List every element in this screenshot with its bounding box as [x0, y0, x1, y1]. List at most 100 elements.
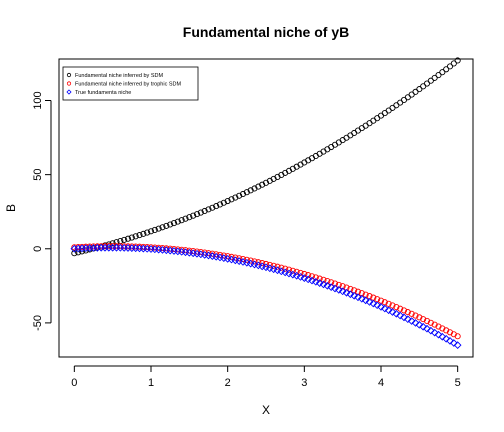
data-point [132, 233, 139, 240]
data-point [407, 317, 416, 325]
data-point [315, 279, 324, 287]
data-point [357, 294, 366, 303]
data-point [292, 271, 301, 280]
data-point [109, 240, 116, 247]
data-point [121, 236, 128, 243]
y-tick-label: 50 [32, 169, 44, 181]
data-point [197, 209, 204, 216]
data-point [347, 132, 354, 139]
data-point [293, 268, 300, 275]
data-point [442, 334, 451, 343]
data-point [434, 330, 443, 339]
x-tick-label: 1 [148, 377, 154, 389]
data-point [454, 333, 461, 340]
x-axis-label: X [262, 403, 270, 417]
data-point [454, 57, 461, 64]
data-point [285, 269, 293, 278]
data-point [342, 288, 351, 297]
data-point [167, 221, 174, 228]
data-point [426, 326, 435, 335]
x-tick-label: 0 [71, 377, 77, 389]
data-point [151, 226, 158, 234]
data-point [297, 269, 304, 276]
data-point [124, 235, 132, 242]
data-point [354, 293, 362, 302]
y-axis-label: B [4, 204, 18, 212]
data-point [247, 187, 254, 194]
data-point [296, 273, 305, 281]
data-point [438, 332, 447, 341]
legend-marker [66, 72, 72, 78]
data-point [324, 277, 331, 285]
data-point [415, 320, 424, 329]
legend-marker [66, 89, 72, 95]
series-2 [70, 243, 462, 349]
data-point [403, 315, 412, 324]
data-point [304, 275, 313, 284]
data-point [427, 77, 434, 84]
data-point [201, 207, 208, 215]
data-point [251, 185, 258, 192]
data-point [236, 192, 243, 199]
y-tick-label: 0 [32, 246, 44, 252]
data-point [319, 280, 328, 289]
data-point [78, 248, 86, 255]
data-point [346, 290, 355, 299]
data-point [220, 199, 227, 206]
data-point [243, 189, 250, 196]
data-point [205, 206, 212, 213]
data-point [393, 304, 400, 311]
data-point [190, 212, 197, 219]
series-1 [71, 243, 461, 340]
data-point [450, 60, 457, 67]
data-point [209, 204, 216, 211]
data-point [343, 134, 350, 141]
data-point [159, 224, 166, 231]
data-point [354, 127, 362, 134]
data-point [71, 244, 78, 251]
y-tick-label: -50 [32, 315, 44, 331]
data-point [400, 313, 408, 322]
data-point [144, 229, 151, 236]
data-point [70, 244, 79, 253]
x-tick-label: 2 [225, 377, 231, 389]
data-point [136, 232, 143, 239]
data-point [439, 69, 446, 76]
x-tick-label: 4 [378, 377, 384, 389]
data-point [328, 279, 335, 286]
data-point [316, 275, 323, 282]
data-point [396, 311, 405, 320]
data-point [308, 276, 316, 285]
data-point [228, 196, 235, 203]
data-point [431, 74, 438, 81]
data-point [147, 228, 155, 235]
data-point [186, 214, 193, 221]
legend: Fundamental niche inferred by SDM Fundame… [62, 66, 199, 101]
data-point [351, 129, 358, 137]
legend-box [62, 66, 199, 101]
data-point [320, 276, 327, 283]
data-point [213, 203, 220, 210]
data-point [392, 309, 401, 318]
data-point [155, 225, 162, 232]
data-point [178, 217, 185, 224]
data-point [374, 115, 381, 122]
data-point [412, 312, 419, 319]
data-point [140, 230, 147, 237]
data-point [338, 287, 347, 296]
data-point [377, 303, 385, 311]
legend-marker [66, 81, 72, 86]
data-point [423, 317, 431, 324]
data-point [216, 201, 224, 208]
data-point [71, 250, 78, 257]
data-point [335, 139, 342, 146]
data-point [431, 321, 438, 328]
y-axis: -50 0 50 100 [32, 91, 52, 331]
data-point [370, 117, 377, 124]
data-point [308, 273, 316, 280]
data-point [239, 190, 247, 198]
data-point [389, 302, 396, 309]
data-point [380, 304, 389, 313]
data-point [446, 337, 454, 345]
